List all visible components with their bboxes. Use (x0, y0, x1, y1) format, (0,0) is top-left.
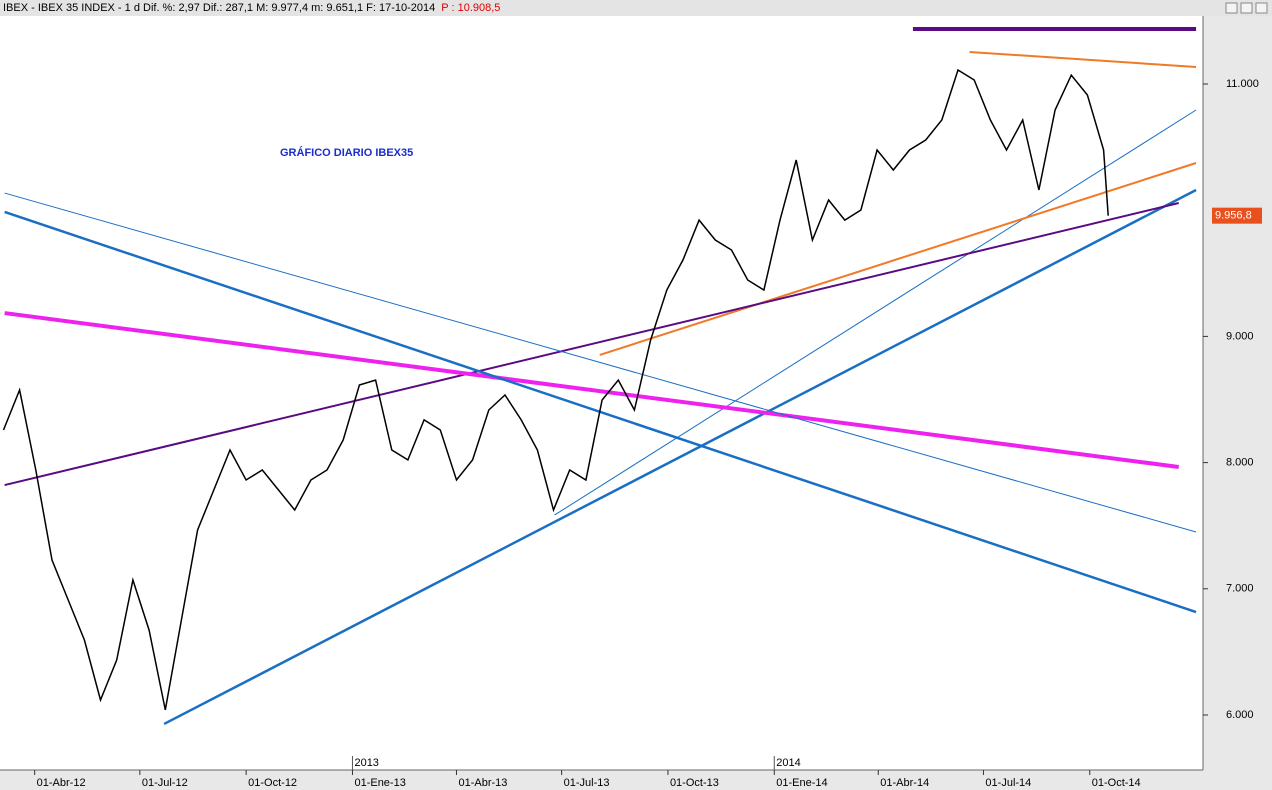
year-label: 2013 (354, 757, 378, 769)
y-tick-label: 7.000 (1226, 583, 1254, 595)
x-tick-label: 01-Oct-14 (1092, 777, 1141, 789)
y-axis-panel (1203, 16, 1272, 790)
minimize-button[interactable] (1225, 2, 1238, 14)
trend-line (4, 192, 1197, 533)
x-tick-label: 01-Oct-13 (670, 777, 719, 789)
chart-title: GRÁFICO DIARIO IBEX35 (280, 146, 413, 159)
last-value-label: 9.956,8 (1215, 210, 1252, 222)
x-tick-label: 01-Jul-14 (985, 777, 1031, 789)
last-value-box (1212, 207, 1262, 224)
trend-line (969, 50, 1197, 68)
trend-line (4, 202, 1179, 487)
trend-line (4, 311, 1179, 469)
price-line (2, 68, 1109, 711)
x-tick-label: 01-Jul-12 (142, 777, 188, 789)
y-tick-label: 6.000 (1226, 709, 1254, 721)
trend-line (599, 162, 1197, 356)
y-tick-label: 8.000 (1226, 457, 1254, 469)
header-text: IBEX - IBEX 35 INDEX - 1 d Dif. %: 2,97 … (3, 2, 435, 14)
x-tick-label: 01-Ene-13 (354, 777, 405, 789)
y-tick-label: 9.000 (1226, 330, 1254, 342)
title-bar (0, 0, 1272, 16)
maximize-button[interactable] (1240, 2, 1253, 14)
x-tick-label: 01-Oct-12 (248, 777, 297, 789)
x-axis-panel (0, 770, 1203, 790)
year-label: 2014 (776, 757, 800, 769)
close-button[interactable] (1255, 2, 1268, 14)
y-tick-label: 11.000 (1226, 78, 1259, 90)
trend-line (554, 109, 1197, 516)
window-buttons[interactable] (1225, 2, 1268, 14)
x-tick-label: 01-Abr-14 (880, 777, 929, 789)
x-tick-label: 01-Jul-13 (564, 777, 610, 789)
x-tick-label: 01-Abr-12 (37, 777, 86, 789)
plot-area (2, 26, 1197, 726)
x-tick-label: 01-Ene-14 (776, 777, 827, 789)
header-price: P : 10.908,5 (441, 2, 500, 14)
x-tick-label: 01-Abr-13 (458, 777, 507, 789)
trend-line (163, 188, 1197, 726)
